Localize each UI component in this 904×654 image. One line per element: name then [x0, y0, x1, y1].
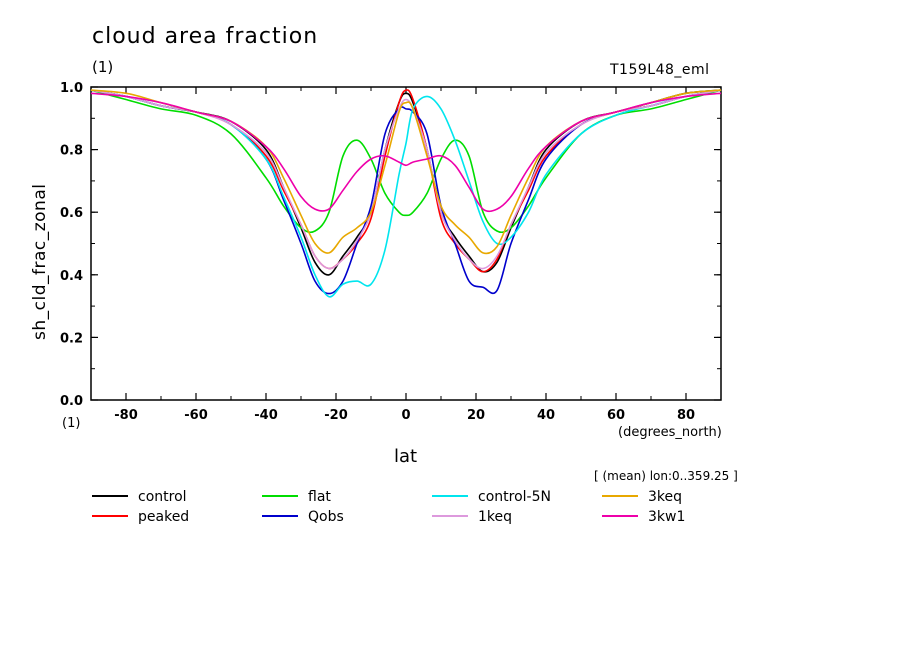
- legend-label-1keq: 1keq: [478, 509, 512, 525]
- x-tick-label: -20: [324, 408, 348, 423]
- series-line-control-5n: [90, 89, 722, 298]
- chart-title: cloud area fraction: [92, 24, 319, 49]
- legend-label-peaked: peaked: [138, 509, 189, 525]
- title-units: (1): [92, 58, 114, 76]
- y-unit-note: (1): [62, 416, 81, 431]
- legend-label-control-5n: control-5N: [478, 489, 551, 505]
- x-tick-label: 60: [607, 408, 625, 423]
- plot-frame: [90, 86, 722, 401]
- x-tick-label: 40: [537, 408, 555, 423]
- x-tick-label: 0: [401, 408, 410, 423]
- series-line-3keq: [90, 89, 722, 255]
- series-line-flat: [90, 89, 722, 234]
- series-line-qobs: [90, 89, 722, 295]
- x-tick-label: -80: [114, 408, 138, 423]
- legend-label-control: control: [138, 489, 187, 505]
- legend-label-3keq: 3keq: [648, 489, 682, 505]
- run-name: T159L48_eml: [610, 62, 710, 78]
- x-tick-label: -40: [254, 408, 278, 423]
- legend-label-qobs: Qobs: [308, 509, 344, 525]
- x-axis-label: lat: [394, 446, 418, 467]
- series-line-control: [90, 89, 722, 276]
- x-tick-label: 80: [677, 408, 695, 423]
- y-tick-label: 0.8: [60, 144, 83, 159]
- y-tick-label: 0.0: [60, 394, 83, 409]
- y-tick-label: 0.6: [60, 206, 83, 221]
- x-axis-units: (degrees_north): [618, 425, 722, 440]
- legend-label-3kw1: 3kw1: [648, 509, 685, 525]
- mean-note: [ (mean) lon:0..359.25 ]: [594, 469, 738, 483]
- series-line-peaked: [90, 89, 722, 273]
- x-tick-label: -60: [184, 408, 208, 423]
- y-tick-label: 0.4: [60, 269, 83, 284]
- series-line-3kw1: [90, 92, 722, 213]
- legend-label-flat: flat: [308, 489, 331, 505]
- series-line-1keq: [90, 89, 722, 270]
- y-tick-label: 0.2: [60, 331, 83, 346]
- x-tick-label: 20: [467, 408, 485, 423]
- y-tick-label: 1.0: [60, 81, 83, 96]
